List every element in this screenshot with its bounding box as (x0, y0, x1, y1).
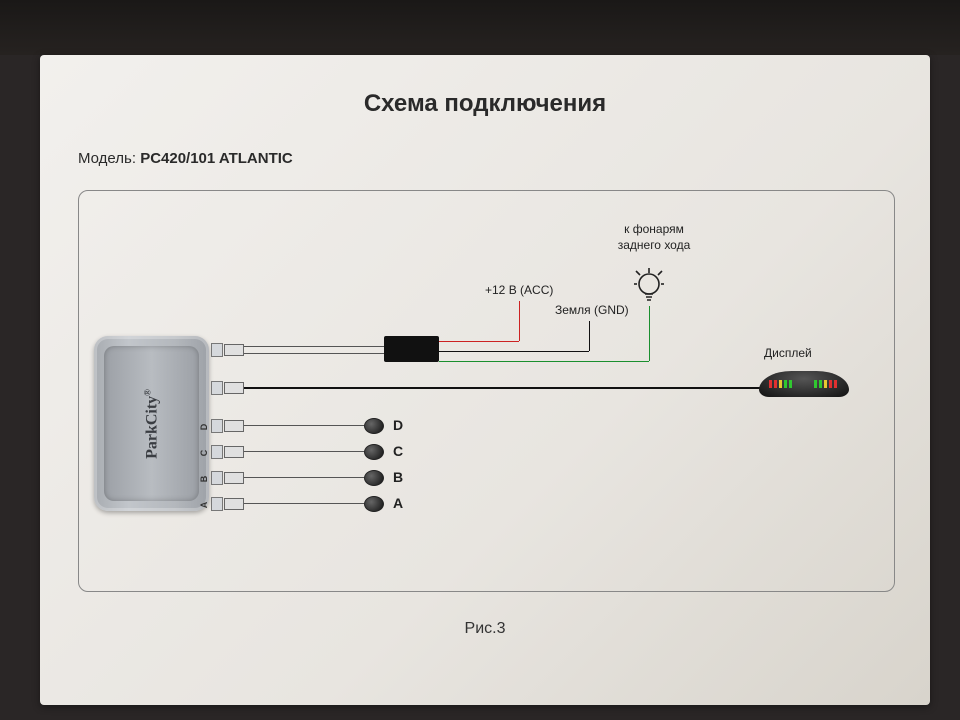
sensor-label-A: A (393, 495, 403, 511)
display-led-right-0 (814, 380, 817, 388)
model-prefix: Модель: (78, 150, 140, 167)
display-led-right-3 (829, 380, 832, 388)
display-led-left-1 (774, 380, 777, 388)
sensor-A (364, 496, 384, 512)
unit-port-C (211, 445, 223, 459)
sensor-B (364, 470, 384, 486)
wire-sensor-D (244, 425, 364, 426)
display-led-right-2 (824, 380, 827, 388)
model-value: PC420/101 ATLANTIC (140, 150, 293, 167)
display-led-left-3 (784, 380, 787, 388)
diagram-frame: ParkCity® +12 В (ACC) Земля (GND) к фона… (78, 190, 895, 592)
unit-port-label-C: C (198, 447, 210, 459)
label-acc: +12 В (ACC) (485, 283, 553, 297)
wire-acc-v (519, 301, 520, 341)
sensor-label-C: C (393, 443, 403, 459)
control-unit: ParkCity® (94, 336, 209, 511)
wire-reverse-h (439, 361, 649, 362)
wire-unit-to-fuse-1 (244, 346, 384, 347)
display-led-left-0 (769, 380, 772, 388)
wire-gnd-h (439, 351, 589, 352)
fuse-box (384, 336, 439, 362)
manual-page: Схема подключения Модель: PC420/101 ATLA… (40, 55, 930, 705)
display-led-left-2 (779, 380, 782, 388)
unit-port-B (211, 471, 223, 485)
sensor-label-D: D (393, 417, 403, 433)
wire-gnd-v (589, 321, 590, 351)
unit-port-label-B: B (198, 473, 210, 485)
wire-sensor-A (244, 503, 364, 504)
connector-top-0 (224, 344, 244, 356)
figure-label: Рис.3 (40, 620, 930, 638)
wire-acc-h (439, 341, 519, 342)
wire-sensor-C (244, 451, 364, 452)
unit-port-label-D: D (198, 421, 210, 433)
connector-B (224, 472, 244, 484)
wire-reverse-v (649, 306, 650, 361)
connector-C (224, 446, 244, 458)
display-unit (759, 371, 849, 397)
connector-top-1 (224, 382, 244, 394)
wire-unit-to-fuse-2 (244, 353, 384, 354)
photo-background-top (0, 0, 960, 55)
unit-port-top-0 (211, 343, 223, 357)
diagram-title: Схема подключения (40, 90, 930, 118)
display-led-left-4 (789, 380, 792, 388)
control-unit-face: ParkCity® (104, 346, 199, 501)
wire-display (244, 387, 764, 389)
label-display: Дисплей (764, 346, 812, 360)
unit-port-top-1 (211, 381, 223, 395)
wire-sensor-B (244, 477, 364, 478)
model-line: Модель: PC420/101 ATLANTIC (78, 150, 293, 167)
unit-port-A (211, 497, 223, 511)
control-unit-brand: ParkCity® (142, 389, 161, 459)
label-reverse-lights: к фонарям заднего хода (589, 221, 719, 253)
bulb-icon (634, 266, 664, 296)
sensor-D (364, 418, 384, 434)
unit-port-D (211, 419, 223, 433)
sensor-label-B: B (393, 469, 403, 485)
sensor-C (364, 444, 384, 460)
connector-A (224, 498, 244, 510)
unit-port-label-A: A (198, 499, 210, 511)
label-gnd: Земля (GND) (555, 303, 629, 317)
display-led-right-1 (819, 380, 822, 388)
connector-D (224, 420, 244, 432)
display-led-right-4 (834, 380, 837, 388)
